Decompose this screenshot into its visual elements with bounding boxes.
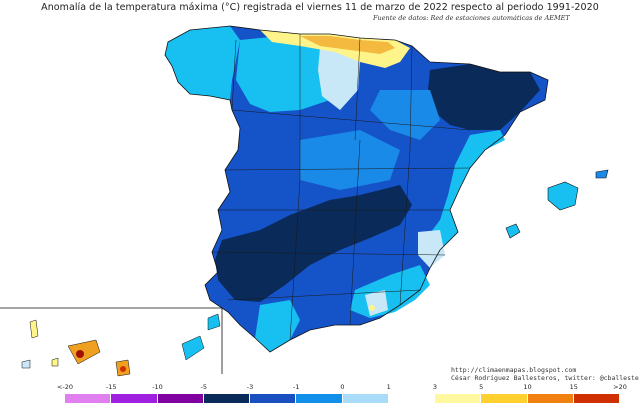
legend-swatch <box>481 394 528 403</box>
canary-islands-inset <box>0 307 223 377</box>
region-northeast-deep <box>428 64 540 130</box>
legend-tick-label: -3 <box>246 383 254 391</box>
island-la-gomera <box>51 357 59 367</box>
region-huelva-light <box>255 300 300 352</box>
data-source: Fuente de datos: Red de estaciones autom… <box>373 14 570 22</box>
legend-tick-label: 0 <box>340 383 345 391</box>
map-title: Anomalía de la temperatura máxima (°C) r… <box>41 2 599 13</box>
region-cantabria-orange <box>300 36 395 54</box>
legend-swatch <box>573 394 620 403</box>
region-valencia-pale <box>418 230 445 268</box>
legend-swatch <box>388 394 435 403</box>
region-east-light <box>425 130 505 250</box>
legend-swatch <box>203 394 250 403</box>
region-cantabria-warm <box>260 30 410 68</box>
tenerife-hotspot <box>76 350 84 358</box>
credit-url[interactable]: http://climaenmapas.blogspot.com <box>451 366 577 374</box>
legend-tick-label: -1 <box>293 383 300 391</box>
gran-canaria-hotspot <box>120 366 126 372</box>
balearic-islands <box>505 169 609 239</box>
legend-tick-label: 10 <box>523 383 532 391</box>
color-scale-legend: <-20 -15 -10 -5 -3 -1 0 1 3 5 10 15 >20 <box>0 383 640 406</box>
legend-tick-label: 3 <box>432 383 438 391</box>
legend-tick-label: <-20 <box>56 383 74 391</box>
island-mallorca <box>547 181 579 211</box>
legend-swatch <box>111 394 158 403</box>
legend-swatch <box>342 394 389 403</box>
legend-tick-label: >20 <box>613 383 627 391</box>
island-la-palma <box>29 319 39 339</box>
region-north-pale <box>318 46 360 110</box>
island-fuerteventura <box>181 335 205 361</box>
region-south-deep <box>215 185 412 302</box>
legend-tick-label: -5 <box>200 383 207 391</box>
legend-swatch <box>65 394 112 403</box>
province-borders <box>211 34 471 341</box>
region-central-mid <box>300 130 400 190</box>
legend-swatch <box>527 394 574 403</box>
legend-tick-label: -10 <box>152 383 163 391</box>
legend-swatch <box>296 394 343 403</box>
island-el-hierro <box>21 359 31 369</box>
credit-author: César Rodríguez Ballesteros, twitter: @c… <box>451 374 640 382</box>
legend-tick-label: -15 <box>105 383 117 391</box>
hotspot-murcia <box>369 305 375 311</box>
iberian-peninsula <box>164 25 549 353</box>
island-lanzarote <box>207 313 221 331</box>
island-ibiza <box>505 223 521 239</box>
legend-tick-label: 1 <box>386 383 391 391</box>
region-ebro-light <box>370 90 440 140</box>
legend-tick-label: 5 <box>479 383 484 391</box>
legend-swatch <box>250 394 297 403</box>
legend-swatch <box>435 394 482 403</box>
legend-swatch <box>157 394 204 403</box>
island-tenerife <box>67 339 101 365</box>
region-galicia <box>165 26 240 100</box>
island-menorca <box>595 169 609 179</box>
legend-tick-label: 15 <box>569 383 578 391</box>
